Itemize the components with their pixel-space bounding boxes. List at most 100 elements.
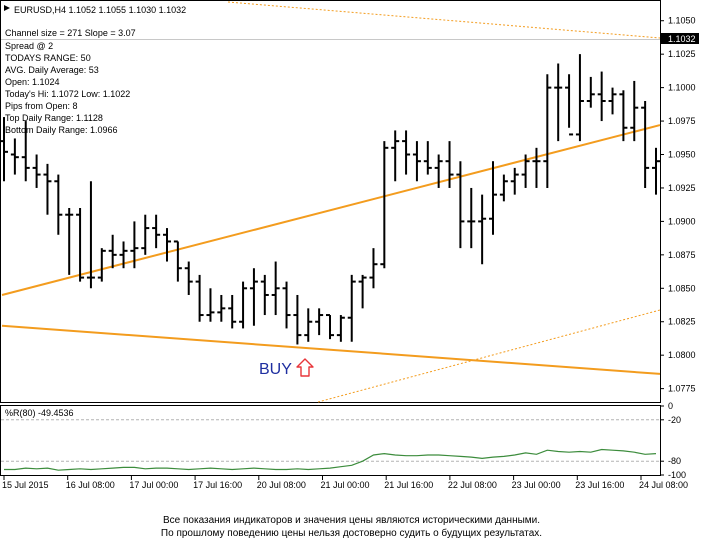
ohlc-bar xyxy=(86,181,95,289)
ohlc-bar xyxy=(54,174,63,235)
ohlc-bar xyxy=(619,90,628,142)
ohlc-bar xyxy=(336,315,345,342)
ohlc-bar xyxy=(575,54,584,142)
ohlc-bar xyxy=(217,294,226,322)
ohlc-bar xyxy=(152,214,161,249)
ohlc-bar xyxy=(532,147,541,188)
ohlc-bar xyxy=(586,76,595,108)
up-arrow-icon xyxy=(296,358,314,377)
indicator-chart-area xyxy=(0,405,661,476)
ohlc-bar xyxy=(249,268,258,326)
time-tick-label: 17 Jul 00:00 xyxy=(129,480,178,490)
price-tick-label: 1.0800 xyxy=(668,350,696,360)
time-axis: 15 Jul 2015 16 Jul 08:00 17 Jul 00:00 17 Ju… xyxy=(2,476,688,490)
ohlc-bar xyxy=(173,240,182,282)
ohlc-bar xyxy=(423,141,432,175)
time-tick-label: 23 Jul 00:00 xyxy=(512,480,561,490)
time-tick-label: 23 Jul 16:00 xyxy=(575,480,624,490)
indicator-tick-label: -80 xyxy=(668,456,681,466)
ohlc-bar xyxy=(608,87,617,115)
price-tick-label: 1.0900 xyxy=(668,216,696,226)
ohlc-bar xyxy=(260,274,269,316)
ohlc-bar xyxy=(184,261,193,295)
ohlc-bar xyxy=(554,63,563,142)
ohlc-bar xyxy=(358,274,367,309)
info-line: AVG. Daily Average: 53 xyxy=(5,65,99,75)
buy-signal-label: BUY xyxy=(259,361,292,378)
ohlc-bar xyxy=(119,241,128,269)
current-price-tag-bg xyxy=(661,33,699,44)
price-tick-label: 1.0975 xyxy=(668,116,696,126)
ohlc-bar xyxy=(543,74,552,188)
indicator-tick-label: -20 xyxy=(668,415,681,425)
current-price-tag: 1.1032 xyxy=(668,34,696,44)
ohlc-bar xyxy=(641,100,650,188)
ohlc-bar xyxy=(10,138,19,175)
indicator-axis: 0 -20 -80 -100 xyxy=(660,401,686,480)
info-panel: Channel size = 271 Slope = 3.07 Spread @… xyxy=(5,28,136,135)
info-line: Bottom Daily Range: 1.0966 xyxy=(5,125,118,135)
ohlc-bar xyxy=(445,141,454,188)
ohlc-bar xyxy=(0,117,8,182)
disclaimer-line: По прошлому поведению цены нельзя достов… xyxy=(160,528,543,539)
time-tick-label: 20 Jul 08:00 xyxy=(257,480,306,490)
indicator-tick-label: -100 xyxy=(668,470,686,480)
time-tick-label: 21 Jul 00:00 xyxy=(321,480,370,490)
ohlc-bar xyxy=(489,161,497,235)
ohlc-bar xyxy=(195,274,204,322)
ohlc-bar xyxy=(402,130,411,175)
price-tick-label: 1.0775 xyxy=(668,384,696,394)
channel-projection-upper xyxy=(227,1,661,39)
ohlc-bar xyxy=(97,248,106,282)
info-line: TODAYS RANGE: 50 xyxy=(5,53,91,63)
ohlc-bar xyxy=(304,308,313,342)
price-axis: 1.1050 1.1025 1.1000 1.0975 1.0950 1.0925 1.09… xyxy=(660,16,696,394)
time-tick-label: 22 Jul 08:00 xyxy=(448,480,497,490)
ohlc-bar xyxy=(369,248,378,289)
ohlc-bar xyxy=(130,221,139,269)
ohlc-bar xyxy=(478,194,487,265)
ohlc-bar xyxy=(597,71,606,122)
ohlc-bar xyxy=(412,141,421,182)
time-tick-label: 17 Jul 16:00 xyxy=(193,480,242,490)
time-tick-label: 15 Jul 2015 xyxy=(2,480,49,490)
info-line: Pips from Open: 8 xyxy=(5,101,78,111)
price-tick-label: 1.1050 xyxy=(668,16,696,26)
ohlc-bar xyxy=(630,80,639,142)
ohlc-bar xyxy=(141,214,150,255)
price-chart-area xyxy=(0,0,661,403)
ohlc-bar xyxy=(380,141,389,269)
ohlc-bar xyxy=(293,294,302,345)
disclaimer-line: Все показания индикаторов и значения цен… xyxy=(162,515,541,526)
symbol-marker-icon xyxy=(4,5,10,11)
ohlc-bar xyxy=(652,147,660,195)
time-tick-label: 21 Jul 16:00 xyxy=(384,480,433,490)
ohlc-bar xyxy=(206,288,215,322)
ohlc-bar xyxy=(108,234,117,269)
indicator-tick-label: 0 xyxy=(668,401,673,411)
ohlc-bar xyxy=(565,74,574,136)
info-line: Open: 1.1024 xyxy=(5,77,60,87)
ohlc-bar xyxy=(21,121,30,182)
price-tick-label: 1.0825 xyxy=(668,317,696,327)
ohlc-bar xyxy=(315,308,324,336)
time-tick-label: 16 Jul 08:00 xyxy=(66,480,115,490)
ohlc-bar xyxy=(163,228,171,262)
channel-bottom-line xyxy=(1,324,661,375)
info-line: Top Daily Range: 1.1128 xyxy=(5,113,103,123)
ohlc-bar xyxy=(434,154,443,188)
ohlc-bar xyxy=(456,161,465,249)
ohlc-bar xyxy=(32,154,41,188)
ohlc-bar xyxy=(43,163,52,215)
ohlc-bar xyxy=(271,261,280,316)
ohlc-bar xyxy=(347,274,356,342)
ohlc-bars xyxy=(0,54,660,345)
channel-projection-lower xyxy=(317,309,661,403)
ohlc-bar xyxy=(239,281,248,329)
disclaimer: Все показания индикаторов и значения цен… xyxy=(0,514,703,540)
price-tick-label: 1.0875 xyxy=(668,250,696,260)
symbol-header: EURUSD,H4 1.1052 1.1055 1.1030 1.1032 xyxy=(14,5,186,15)
info-line: Spread @ 2 xyxy=(5,41,53,51)
indicator-label: %R(80) -49.4536 xyxy=(5,408,74,418)
